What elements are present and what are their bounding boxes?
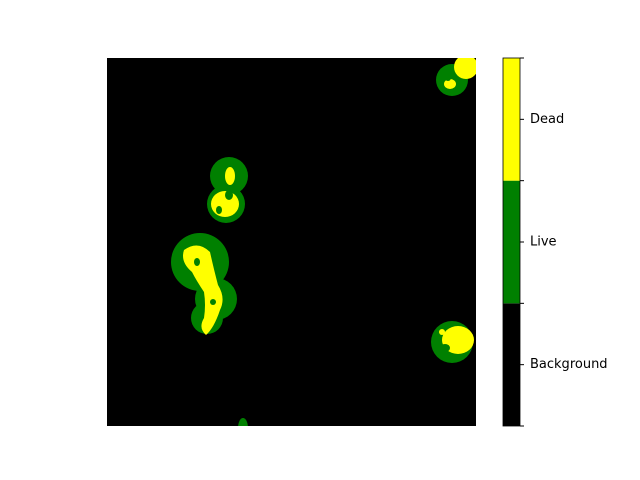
background [107,58,476,426]
cell-cluster [431,321,474,363]
colorbar-segment [503,58,520,181]
colorbar: Background Live Dead [502,57,608,427]
cell-cluster [207,157,248,223]
colorbar-segment [503,303,520,426]
colorbar-frame [502,57,521,427]
colorbar-label: Dead [530,112,564,127]
colorbar-label: Background [530,357,608,372]
cell-cluster [171,233,237,335]
cell-cluster [238,418,248,426]
cell-cluster [436,58,476,96]
colorbar-segment [503,180,520,304]
colorbar-label: Live [530,235,557,250]
segmentation-image [107,58,476,426]
